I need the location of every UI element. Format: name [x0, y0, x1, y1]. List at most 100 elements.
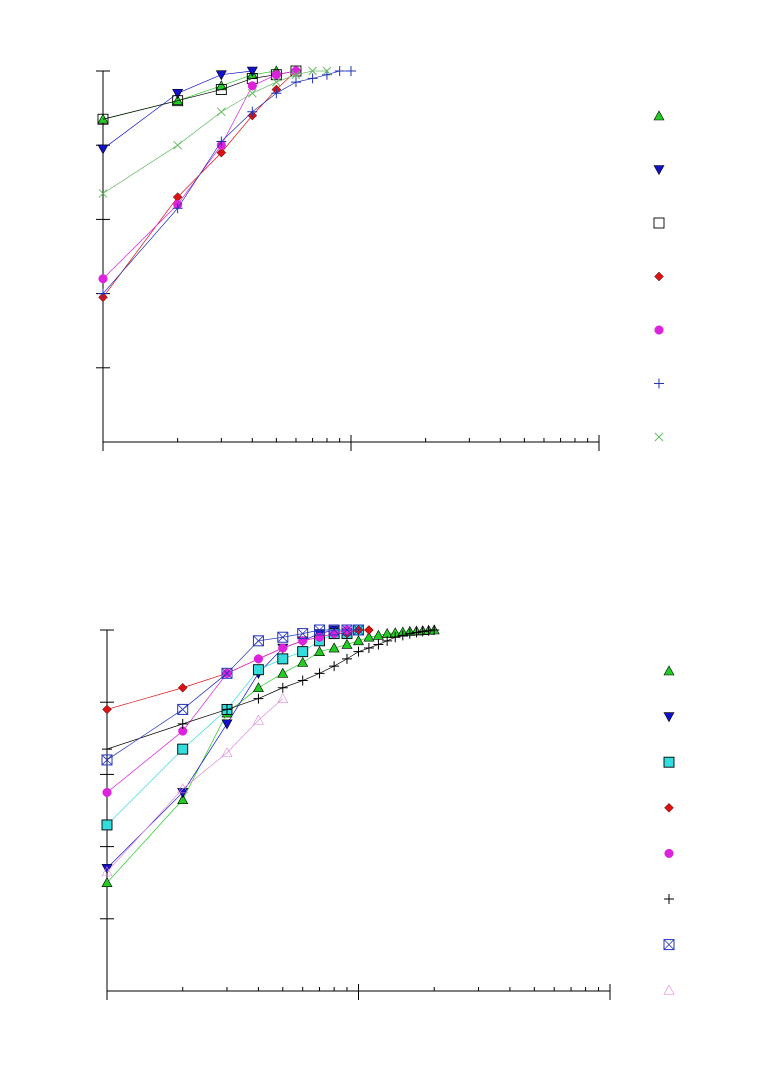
- series-4: [98, 66, 301, 303]
- legend-marker-2: [653, 165, 665, 176]
- data-point-box: [314, 624, 326, 636]
- data-point-x: [297, 628, 308, 639]
- series-6: [102, 625, 440, 755]
- data-point: [172, 88, 184, 99]
- data-point: [308, 66, 317, 76]
- series-3: [97, 65, 302, 125]
- data-point: [334, 66, 345, 76]
- series-6: [98, 66, 356, 299]
- data-point: [101, 866, 113, 877]
- data-point: [173, 140, 183, 150]
- series-2: [97, 66, 258, 155]
- data-point: [297, 628, 309, 640]
- data-point-box: [252, 635, 264, 647]
- series-line: [102, 70, 297, 120]
- data-point: [101, 819, 113, 831]
- data-point: [97, 144, 109, 155]
- data-point: [390, 632, 401, 643]
- data-point-x: [253, 635, 264, 647]
- legend-marker-5: [664, 848, 674, 858]
- data-point: [102, 787, 112, 798]
- data-point-box: [328, 624, 340, 636]
- legend-marker-1: [653, 110, 665, 121]
- data-point: [341, 638, 353, 649]
- data-point: [429, 625, 440, 635]
- data-point: [177, 682, 188, 693]
- data-point: [341, 653, 352, 664]
- data-point: [277, 682, 288, 693]
- data-point: [277, 631, 289, 643]
- data-point: [98, 189, 108, 198]
- data-point: [247, 106, 258, 117]
- legend-marker-5: [654, 325, 664, 335]
- data-point: [221, 747, 233, 758]
- legend-marker-1: [663, 665, 675, 676]
- series-line: [106, 629, 359, 826]
- data-point: [353, 624, 364, 636]
- data-point: [246, 66, 258, 77]
- data-point: [216, 147, 227, 158]
- data-point: [270, 69, 282, 81]
- data-point: [290, 65, 302, 77]
- data-point: [277, 667, 289, 678]
- data-point: [329, 661, 340, 672]
- chart-panel-bottom: [100, 624, 675, 1000]
- legend-marker-3: [663, 756, 675, 768]
- legend-marker-7-x: [663, 939, 675, 950]
- data-point-box: [341, 624, 353, 636]
- data-point: [329, 629, 339, 639]
- data-point: [216, 136, 227, 147]
- series-7: [98, 66, 332, 198]
- data-point: [291, 70, 301, 80]
- data-point: [247, 81, 257, 91]
- series-8: [101, 692, 289, 877]
- data-point: [363, 643, 374, 654]
- data-point-box: [221, 667, 233, 679]
- data-point: [177, 743, 189, 755]
- data-point-box: [177, 703, 189, 715]
- data-point: [172, 203, 183, 214]
- data-point: [314, 668, 325, 679]
- data-point: [382, 635, 393, 646]
- data-point: [307, 73, 318, 84]
- axes: [96, 70, 600, 451]
- series-line: [106, 629, 369, 710]
- data-point: [221, 719, 233, 730]
- data-point: [172, 95, 184, 107]
- series-line: [102, 70, 351, 294]
- data-point: [297, 656, 309, 667]
- data-point: [328, 642, 340, 653]
- data-point: [346, 66, 356, 76]
- legend-marker-7-box: [663, 939, 675, 951]
- data-point: [98, 288, 108, 299]
- data-point: [411, 627, 422, 638]
- data-point: [277, 653, 289, 665]
- legend-marker-7: [663, 939, 675, 951]
- data-point: [373, 639, 384, 650]
- series-line: [102, 70, 327, 194]
- data-point: [215, 84, 227, 96]
- data-point: [97, 113, 109, 125]
- legend-marker-4: [664, 803, 674, 813]
- series-line: [106, 629, 435, 883]
- data-point-x: [101, 754, 113, 766]
- data-point: [290, 77, 301, 88]
- data-point: [277, 692, 289, 703]
- data-point: [101, 877, 113, 888]
- data-point: [372, 629, 384, 640]
- data-point-x: [221, 668, 233, 679]
- data-point: [177, 703, 189, 715]
- data-point: [101, 754, 113, 766]
- data-point: [341, 624, 353, 636]
- data-point-box: [101, 754, 113, 766]
- legend-marker-6: [664, 894, 674, 904]
- data-point-x: [328, 624, 340, 636]
- series-line: [106, 698, 284, 873]
- data-point: [417, 626, 428, 637]
- data-point: [397, 630, 408, 641]
- data-point: [271, 70, 281, 80]
- series-7: [101, 624, 364, 766]
- data-point: [221, 704, 232, 715]
- series-line: [102, 70, 297, 298]
